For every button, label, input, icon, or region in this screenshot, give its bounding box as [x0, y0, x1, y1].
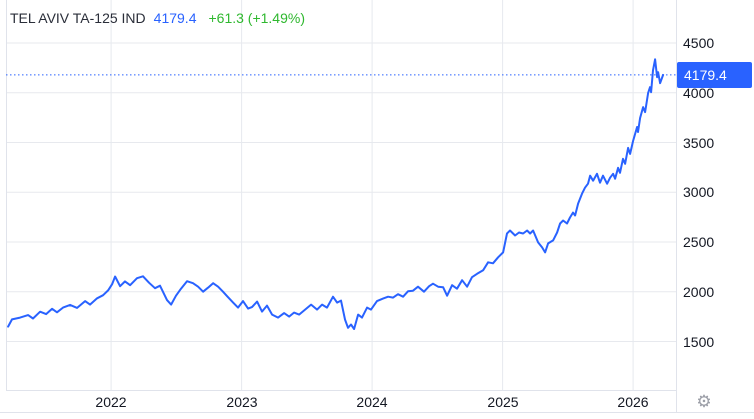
grid-lines [6, 0, 676, 390]
price-tick-label: 2500 [683, 234, 715, 250]
price-tick-label: 3500 [683, 135, 715, 151]
price-change: +61.3 (+1.49%) [208, 10, 305, 26]
year-tick-label: 2025 [487, 394, 519, 410]
price-tick-label: 4500 [683, 35, 715, 51]
last-price-value: 4179.4 [153, 10, 197, 26]
last-price-badge-value: 4179.4 [684, 67, 727, 83]
price-tick-label: 3000 [683, 184, 715, 200]
year-tick-label: 2023 [226, 394, 258, 410]
price-line-series [7, 58, 665, 330]
last-price-badge: 4179.4 [677, 62, 752, 88]
price-tick-label: 1500 [683, 334, 715, 350]
symbol-title: TEL AVIV TA-125 IND [10, 10, 146, 26]
chart-header: TEL AVIV TA-125 IND 4179.4 +61.3 (+1.49%) [10, 10, 305, 27]
settings-gear-icon[interactable]: ⚙ [696, 392, 712, 411]
year-tick-label: 2024 [356, 394, 388, 410]
year-tick-label: 2026 [617, 394, 649, 410]
price-tick-label: 2000 [683, 284, 715, 300]
price-tick-label: 4000 [683, 85, 715, 101]
year-tick-label: 2022 [95, 394, 127, 410]
